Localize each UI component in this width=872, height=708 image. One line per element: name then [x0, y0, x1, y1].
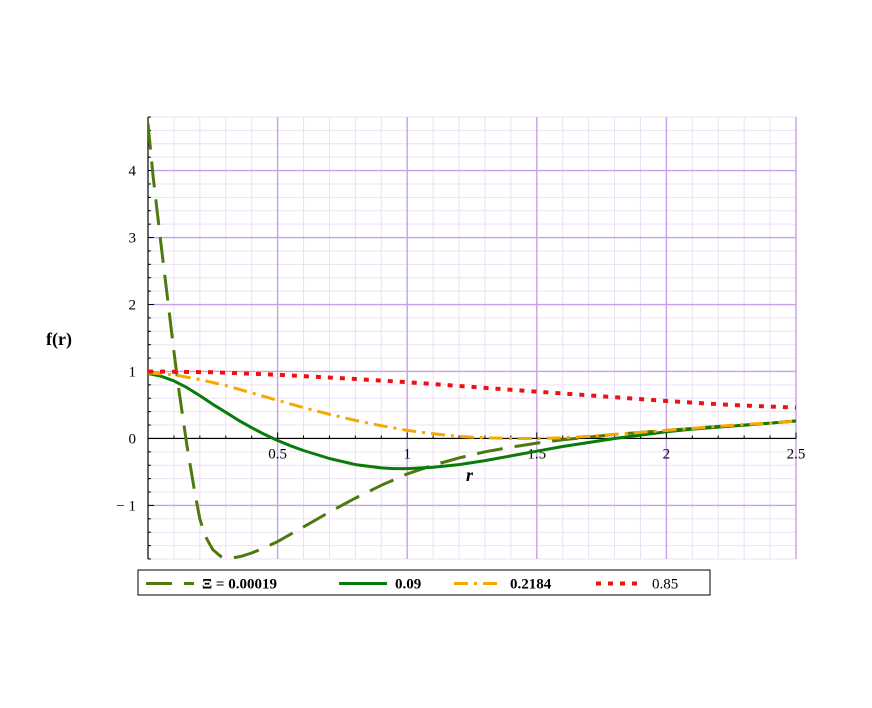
grid — [148, 116, 797, 560]
series-lines — [148, 123, 796, 559]
legend-label-0: Ξ = 0.00019 — [202, 577, 277, 593]
y-tick-label: 1 — [129, 364, 137, 380]
series-line-1 — [148, 372, 796, 471]
legend-label-1: 0.09 — [395, 577, 421, 593]
y-tick-label: 2 — [129, 298, 137, 314]
x-tick-label: 2.5 — [787, 446, 806, 462]
y-tick-label: 3 — [129, 231, 137, 247]
y-tick-label: 4 — [129, 164, 137, 180]
series-line-0 — [148, 123, 796, 559]
axes — [147, 116, 797, 560]
legend-box — [137, 569, 711, 596]
y-axis-label: f(r) — [46, 329, 72, 350]
x-axis-label: r — [466, 465, 474, 485]
legend-label-3: 0.85 — [652, 577, 678, 593]
legend: Ξ = 0.00019 0.09 0.2184 0.85 — [137, 569, 711, 596]
y-tick-label: − 1 — [116, 498, 136, 514]
series-line-3 — [148, 369, 796, 410]
x-tick-label: 0.5 — [268, 446, 287, 462]
series-line-2 — [148, 371, 796, 440]
x-tick-label: 2 — [663, 446, 671, 462]
legend-label-2: 0.2184 — [510, 577, 552, 593]
y-tick-label: 0 — [129, 431, 137, 447]
x-tick-label: 1 — [403, 446, 411, 462]
